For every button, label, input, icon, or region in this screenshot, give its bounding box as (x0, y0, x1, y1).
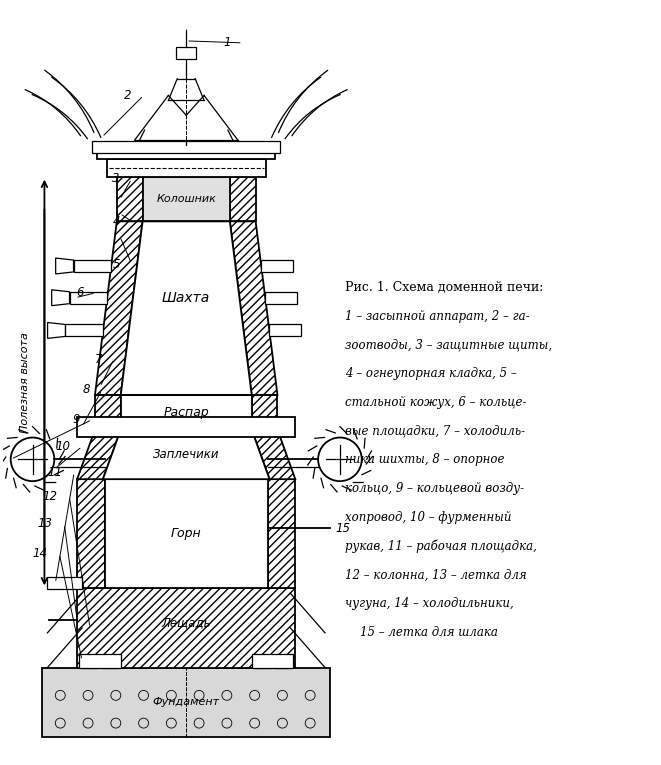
Polygon shape (56, 258, 73, 274)
Bar (95, 395, 121, 430)
Polygon shape (48, 323, 65, 338)
Text: Лещадь: Лещадь (161, 617, 211, 630)
Bar (274, 489, 290, 668)
Text: 1 – засыпной аппарат, 2 – га-: 1 – засыпной аппарат, 2 – га- (345, 310, 529, 323)
Bar (107, 159, 266, 177)
Polygon shape (230, 221, 278, 395)
Bar (121, 395, 252, 430)
Bar (252, 395, 278, 430)
Text: Горн: Горн (171, 527, 202, 540)
Text: стальной кожух, 6 – кольце-: стальной кожух, 6 – кольце- (345, 396, 526, 409)
Bar (48, 578, 82, 589)
Polygon shape (103, 430, 270, 479)
Polygon shape (121, 221, 252, 395)
Polygon shape (77, 430, 121, 479)
Text: 11: 11 (48, 466, 62, 479)
Text: Колошник: Колошник (156, 194, 216, 204)
Bar (79, 654, 121, 668)
Text: Полезная высота: Полезная высота (20, 332, 30, 433)
Text: 1: 1 (223, 37, 231, 50)
Text: 8: 8 (83, 383, 90, 396)
Bar (269, 324, 301, 337)
Text: Заплечики: Заплечики (153, 448, 219, 461)
Text: Рис. 1. Схема доменной печи:: Рис. 1. Схема доменной печи: (345, 281, 543, 294)
Text: 7: 7 (95, 353, 102, 366)
Bar (252, 654, 293, 668)
Text: 14: 14 (32, 547, 48, 560)
Bar (117, 177, 143, 221)
Text: 12: 12 (42, 490, 58, 503)
Text: 5: 5 (112, 258, 120, 271)
Polygon shape (95, 221, 143, 395)
Text: рукав, 11 – рабочая площадка,: рукав, 11 – рабочая площадка, (345, 539, 537, 553)
Bar (69, 291, 107, 304)
Text: 3: 3 (112, 172, 120, 185)
Bar (97, 145, 276, 159)
Text: 10: 10 (56, 440, 70, 453)
Text: 15: 15 (335, 522, 350, 535)
Text: зоотводы, 3 – защитные щиты,: зоотводы, 3 – защитные щиты, (345, 338, 552, 351)
Text: ники шихты, 8 – опорное: ники шихты, 8 – опорное (345, 454, 504, 467)
Polygon shape (52, 290, 69, 306)
Bar (176, 47, 196, 59)
Bar (105, 479, 268, 588)
Text: Фундамент: Фундамент (153, 697, 220, 708)
Text: 9: 9 (73, 413, 80, 426)
Bar (92, 141, 280, 153)
Bar (77, 588, 295, 668)
Bar (82, 489, 98, 668)
Bar (254, 489, 270, 668)
Text: кольцо, 9 – кольцевой возду-: кольцо, 9 – кольцевой возду- (345, 482, 524, 495)
Text: Шахта: Шахта (162, 291, 210, 305)
Text: 15 – летка для шлака: 15 – летка для шлака (345, 626, 498, 639)
Polygon shape (252, 430, 295, 479)
Bar (42, 668, 330, 737)
Bar (65, 324, 103, 337)
Text: Распар: Распар (163, 405, 209, 418)
Bar (73, 260, 111, 272)
Text: 13: 13 (38, 517, 52, 530)
Text: 6: 6 (77, 286, 84, 299)
Text: 2: 2 (124, 89, 132, 102)
Bar (230, 177, 256, 221)
Text: чугуна, 14 – холодильники,: чугуна, 14 – холодильники, (345, 597, 514, 610)
Text: хопровод, 10 – фурменный: хопровод, 10 – фурменный (345, 511, 512, 524)
Text: 4: 4 (112, 215, 120, 228)
Bar (77, 479, 105, 588)
Bar (261, 260, 293, 272)
Text: вые площадки, 7 – холодиль-: вые площадки, 7 – холодиль- (345, 425, 525, 438)
Bar (265, 291, 297, 304)
Bar (102, 489, 118, 668)
Bar (143, 177, 230, 221)
Bar (268, 479, 295, 588)
Text: 12 – колонна, 13 – летка для: 12 – колонна, 13 – летка для (345, 568, 527, 581)
Bar (77, 417, 295, 437)
Text: 4 – огнеупорная кладка, 5 –: 4 – огнеупорная кладка, 5 – (345, 367, 517, 380)
